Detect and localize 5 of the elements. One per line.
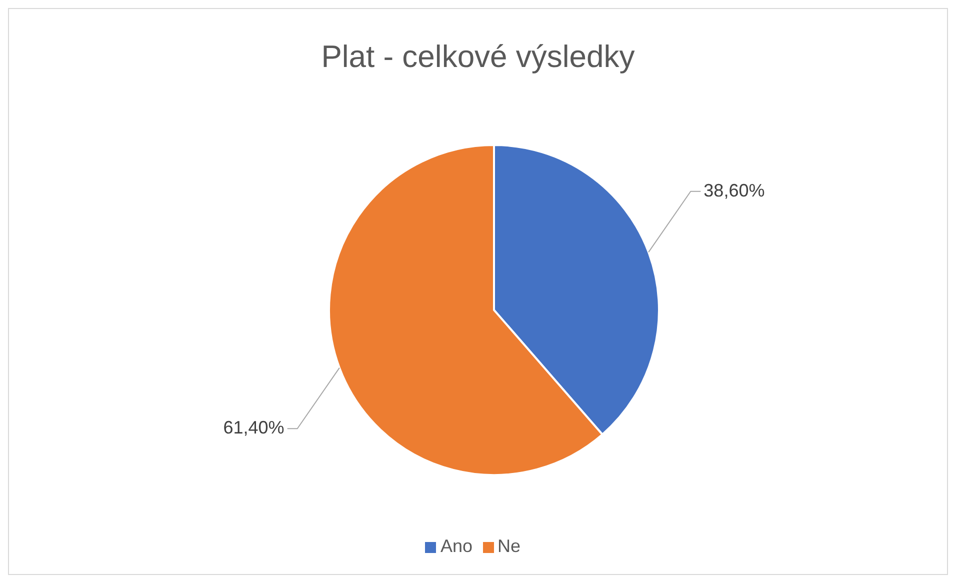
chart-title: Plat - celkové výsledky xyxy=(320,39,636,75)
legend-label: Ano xyxy=(440,536,472,556)
data-label: 38,60% xyxy=(704,180,765,200)
data-label: 61,40% xyxy=(223,418,284,438)
legend-label: Ne xyxy=(498,536,521,556)
